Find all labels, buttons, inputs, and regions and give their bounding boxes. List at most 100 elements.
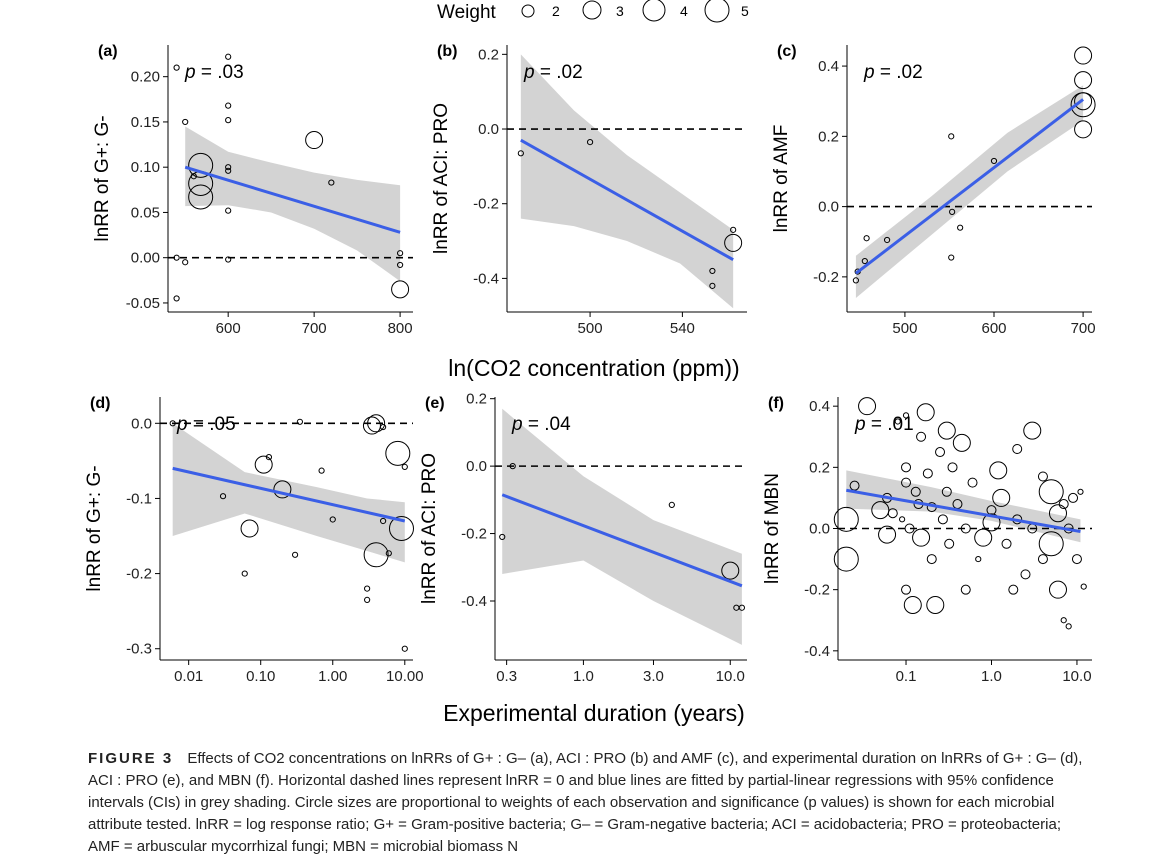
data-point	[861, 257, 868, 265]
data-point	[721, 561, 740, 580]
data-point	[296, 418, 304, 425]
data-point	[499, 533, 506, 541]
fit-line	[846, 488, 1081, 534]
data-point	[901, 584, 912, 595]
data-point	[291, 551, 299, 558]
data-point	[1037, 471, 1048, 482]
y-tick-label: 0.0	[466, 458, 487, 475]
x-tick-label: 10.00	[386, 668, 424, 685]
data-point	[668, 501, 675, 508]
data-point	[364, 585, 371, 592]
x-tick-label: 10.0	[1062, 668, 1091, 685]
data-point	[1058, 499, 1069, 510]
x-tick-label: 0.10	[246, 668, 275, 685]
data-point	[225, 256, 232, 263]
x-tick-label: 1.0	[981, 668, 1002, 685]
data-point	[1037, 554, 1048, 565]
panel-b: 500 540 -0.4 -0.2 0.0 0.2 (b) p = .02 lnRR of AC…	[431, 43, 747, 337]
y-tick-label: -0.4	[804, 643, 830, 660]
data-point	[1068, 492, 1079, 503]
x-tick-label: 540	[670, 320, 695, 337]
data-point	[947, 462, 958, 473]
data-point	[225, 167, 232, 174]
fit-line	[520, 138, 734, 262]
legend-label-4: 4	[680, 3, 688, 19]
data-point	[916, 431, 927, 442]
data-point	[225, 117, 232, 124]
data-point	[916, 403, 935, 422]
panel-letter: (e)	[425, 395, 445, 412]
y-tick-label: 0.4	[818, 58, 839, 75]
data-point	[364, 596, 371, 603]
panel-f: 0.1 1.0 10.0 -0.4 -0.2 0.0 0.2 0.4 (f) p = .01 lnR…	[762, 395, 1092, 685]
fit-line	[854, 98, 1085, 275]
data-point	[926, 554, 937, 565]
y-tick-label: 0.2	[818, 128, 839, 145]
data-point	[1038, 479, 1064, 505]
y-tick-label: 0.05	[131, 204, 160, 221]
data-point	[949, 208, 956, 215]
x-tick-label: 600	[981, 320, 1006, 337]
data-point	[957, 224, 964, 231]
data-point	[902, 412, 910, 419]
x-tick-label: 500	[578, 320, 603, 337]
top-x-axis-title: ln(CO2 concentration (ppm))	[448, 355, 739, 381]
data-point	[952, 433, 971, 452]
data-point	[509, 463, 516, 470]
panel-e: 0.3 1.0 3.0 10.0 -0.4 -0.2 0.0 0.2 (e) p = .04 lnR…	[419, 391, 747, 685]
y-tick-label: 0.20	[131, 69, 160, 86]
panel-c: 500 600 700 -0.2 0.0 0.2 0.4 (c) p = .02 lnRR of …	[771, 43, 1096, 337]
y-tick-label: -0.2	[813, 269, 839, 286]
x-tick-label: 1.0	[573, 668, 594, 685]
data-point	[397, 261, 404, 269]
data-point	[273, 480, 292, 499]
x-tick-label: 800	[388, 320, 413, 337]
x-tick-label: 500	[892, 320, 917, 337]
data-point	[903, 595, 922, 614]
ci-band	[172, 423, 405, 563]
data-point	[1070, 92, 1096, 118]
data-point	[1038, 531, 1064, 557]
y-axis-title: lnRR of G+: G-	[92, 115, 113, 241]
ci-band	[185, 126, 401, 282]
data-point	[948, 133, 955, 140]
figure-canvas: Weight 2 3 4 5 ln(CO2 concentration (ppm…	[84, 0, 1096, 726]
data-point	[1065, 623, 1072, 630]
data-point	[388, 516, 414, 541]
data-point	[329, 516, 336, 523]
data-point	[974, 528, 993, 547]
data-point	[948, 254, 955, 261]
x-tick-label: 600	[216, 320, 241, 337]
y-tick-label: 0.2	[478, 46, 499, 63]
fit-line	[501, 493, 743, 588]
data-point	[1048, 580, 1067, 599]
caption-lead: FIGURE 3	[88, 750, 174, 767]
panel-d: 0.01 0.10 1.00 10.00 -0.3 -0.2 -0.1 0.0 (d) p = .…	[84, 395, 424, 685]
y-tick-label: -0.4	[461, 593, 487, 610]
data-point	[967, 477, 978, 488]
data-point	[363, 542, 389, 568]
data-point	[990, 157, 998, 165]
data-point	[225, 53, 232, 60]
legend-label-5: 5	[741, 3, 749, 19]
data-point	[849, 480, 860, 491]
y-tick-label: -0.4	[473, 270, 499, 287]
y-tick-label: 0.0	[818, 199, 839, 216]
x-tick-label: 0.01	[174, 668, 203, 685]
data-point	[887, 508, 898, 519]
data-point	[724, 233, 743, 252]
data-point	[254, 455, 273, 474]
data-point	[863, 235, 870, 242]
panel-letter: (b)	[437, 43, 457, 60]
data-point	[182, 259, 189, 266]
data-point	[1023, 421, 1042, 440]
x-tick-label: 1.00	[318, 668, 347, 685]
data-point	[944, 538, 955, 549]
panel-letter: (c)	[777, 43, 797, 60]
data-point	[883, 236, 891, 244]
x-tick-label: 0.1	[896, 668, 917, 685]
data-point	[1012, 443, 1023, 454]
panels: 600 700 800 -0.05 0.00 0.05 0.10 0.15 0.20 (a) p =…	[84, 43, 1096, 685]
data-point	[241, 570, 248, 577]
legend-label-3: 3	[616, 3, 624, 19]
